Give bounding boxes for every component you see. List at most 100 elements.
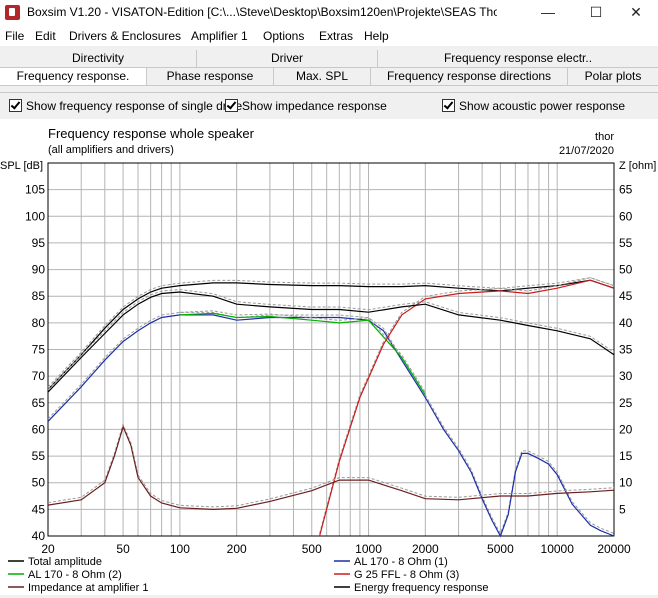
- x-tick-label: 100: [170, 542, 190, 556]
- series-line: [319, 279, 615, 537]
- legend-label: Impedance at amplifier 1: [28, 582, 148, 594]
- y-tick-label-left: 55: [32, 449, 46, 463]
- plot-frame: [47, 162, 615, 537]
- legend: Total amplitude AL 170 - 8 Ohm (1) AL 170 …: [8, 556, 489, 594]
- y-tick-label-left: 75: [32, 343, 46, 357]
- series-line: [179, 312, 426, 396]
- y-tick-label-right: 55: [619, 236, 633, 250]
- series-line-dashed: [179, 310, 426, 393]
- checkbox-single-drive[interactable]: Show frequency response of single drive: [9, 99, 242, 113]
- tab-phase-response[interactable]: Phase response: [147, 68, 274, 86]
- series-line-dashed: [47, 277, 615, 388]
- frequency-response-chart: Frequency response whole speaker (all am…: [0, 126, 656, 594]
- checkbox-box[interactable]: [442, 99, 455, 112]
- y-tick-label-right: 40: [619, 316, 633, 330]
- checkbox-box[interactable]: [225, 99, 238, 112]
- y-tick-label-right: 15: [619, 449, 633, 463]
- y-tick-label-right: 35: [619, 343, 633, 357]
- checkbox-impedance[interactable]: Show impedance response: [225, 99, 387, 113]
- x-tick-label: 5000: [487, 542, 514, 556]
- legend-label: AL 170 - 8 Ohm (2): [28, 569, 122, 581]
- series-line: [47, 314, 615, 538]
- checkbox-box[interactable]: [9, 99, 22, 112]
- x-tick-label: 500: [302, 542, 322, 556]
- series-line: [47, 425, 615, 511]
- x-tick-label: 50: [116, 542, 130, 556]
- y-tick-label-left: 70: [32, 369, 46, 383]
- x-tick-label: 200: [227, 542, 247, 556]
- maximize-button[interactable]: ☐: [589, 4, 603, 20]
- y-tick-label-right: 50: [619, 263, 633, 277]
- app-icon: [5, 5, 20, 20]
- y-tick-label-left: 100: [25, 209, 45, 223]
- y-tick-label-left: 105: [25, 183, 45, 197]
- chart-subtitle: (all amplifiers and drivers): [48, 144, 174, 156]
- menu-edit[interactable]: Edit: [35, 29, 56, 43]
- x-tick-label: 20: [41, 542, 55, 556]
- tab-frequency-response-directions[interactable]: Frequency response directions: [371, 68, 568, 86]
- y-tick-label-left: 85: [32, 289, 46, 303]
- window-title: Boxsim V1.20 - VISATON-Edition [C:\...\S…: [27, 5, 497, 19]
- y-tick-label-left: 90: [32, 263, 46, 277]
- y-axis-label-right: Z [ohm]: [619, 160, 656, 172]
- menu-bar: File Edit Drivers & Enclosures Amplifier…: [0, 26, 658, 46]
- tab-strip: Directivity Driver Frequency response el…: [0, 46, 658, 88]
- series-lines: [47, 277, 615, 538]
- tab-directivity[interactable]: Directivity: [0, 50, 197, 68]
- menu-help[interactable]: Help: [364, 29, 389, 43]
- checkbox-label: Show acoustic power response: [459, 99, 626, 113]
- grid: [48, 163, 614, 536]
- y-tick-label-right: 25: [619, 396, 633, 410]
- menu-extras[interactable]: Extras: [319, 29, 354, 43]
- y-tick-label-left: 65: [32, 396, 46, 410]
- series-line-dashed: [47, 311, 615, 535]
- y-tick-label-right: 10: [619, 476, 633, 490]
- tab-driver[interactable]: Driver: [197, 50, 378, 68]
- tab-frequency-response[interactable]: Frequency response.: [0, 68, 147, 86]
- project-name: thor: [595, 131, 614, 143]
- menu-drivers-enclosures[interactable]: Drivers & Enclosures: [69, 29, 182, 43]
- x-tick-label: 2000: [412, 542, 439, 556]
- y-tick-label-left: 95: [32, 236, 46, 250]
- y-tick-label-left: 80: [32, 316, 46, 330]
- y-tick-label-right: 20: [619, 422, 633, 436]
- x-tick-label: 20000: [597, 542, 631, 556]
- y-tick-label-right: 65: [619, 183, 633, 197]
- tab-max-spl[interactable]: Max. SPL: [274, 68, 371, 86]
- plot-area: Frequency response whole speaker (all am…: [0, 119, 658, 595]
- y-axis-label-left: SPL [dB]: [0, 160, 43, 172]
- checkbox-label: Show frequency response of single drive: [26, 99, 243, 113]
- y-tick-label-right: 30: [619, 369, 633, 383]
- menu-file[interactable]: File: [5, 29, 25, 43]
- y-tick-label-left: 40: [32, 529, 46, 543]
- chart-title: Frequency response whole speaker: [48, 126, 255, 141]
- close-button[interactable]: ✕: [630, 4, 642, 20]
- axis-ticks: 20 50 100 200 500 1000 2000 5000 10000 20000 40 45 5…: [25, 183, 633, 556]
- y-tick-label-right: 60: [619, 209, 633, 223]
- chart-date: 21/07/2020: [559, 145, 614, 157]
- title-bar: Boxsim V1.20 - VISATON-Edition [C:\...\S…: [0, 0, 658, 26]
- tab-polar-plots[interactable]: Polar plots: [568, 68, 658, 86]
- x-tick-label: 1000: [355, 542, 382, 556]
- tab-frequency-response-electr[interactable]: Frequency response electr..: [378, 50, 658, 68]
- menu-amplifier-1[interactable]: Amplifier 1: [191, 29, 248, 43]
- y-tick-label-left: 45: [32, 502, 46, 516]
- checkbox-acoustic-power[interactable]: Show acoustic power response: [442, 99, 625, 113]
- y-tick-label-right: 45: [619, 289, 633, 303]
- y-tick-label-left: 50: [32, 476, 46, 490]
- legend-label: Energy frequency response: [354, 582, 489, 594]
- options-bar: Show frequency response of single drive …: [0, 92, 658, 120]
- menu-options[interactable]: Options: [263, 29, 305, 43]
- y-tick-label-right: 5: [619, 502, 626, 516]
- checkbox-label: Show impedance response: [242, 99, 387, 113]
- series-line-dashed: [47, 422, 615, 508]
- y-tick-label-left: 60: [32, 422, 46, 436]
- legend-label: Total amplitude: [28, 556, 102, 568]
- series-line: [47, 291, 615, 393]
- legend-label: AL 170 - 8 Ohm (1): [354, 556, 448, 568]
- x-tick-label: 10000: [541, 542, 575, 556]
- series-line-dashed: [47, 288, 615, 390]
- minimize-button[interactable]: —: [541, 4, 555, 20]
- series-line-dashed: [319, 277, 615, 534]
- legend-label: G 25 FFL - 8 Ohm (3): [354, 569, 459, 581]
